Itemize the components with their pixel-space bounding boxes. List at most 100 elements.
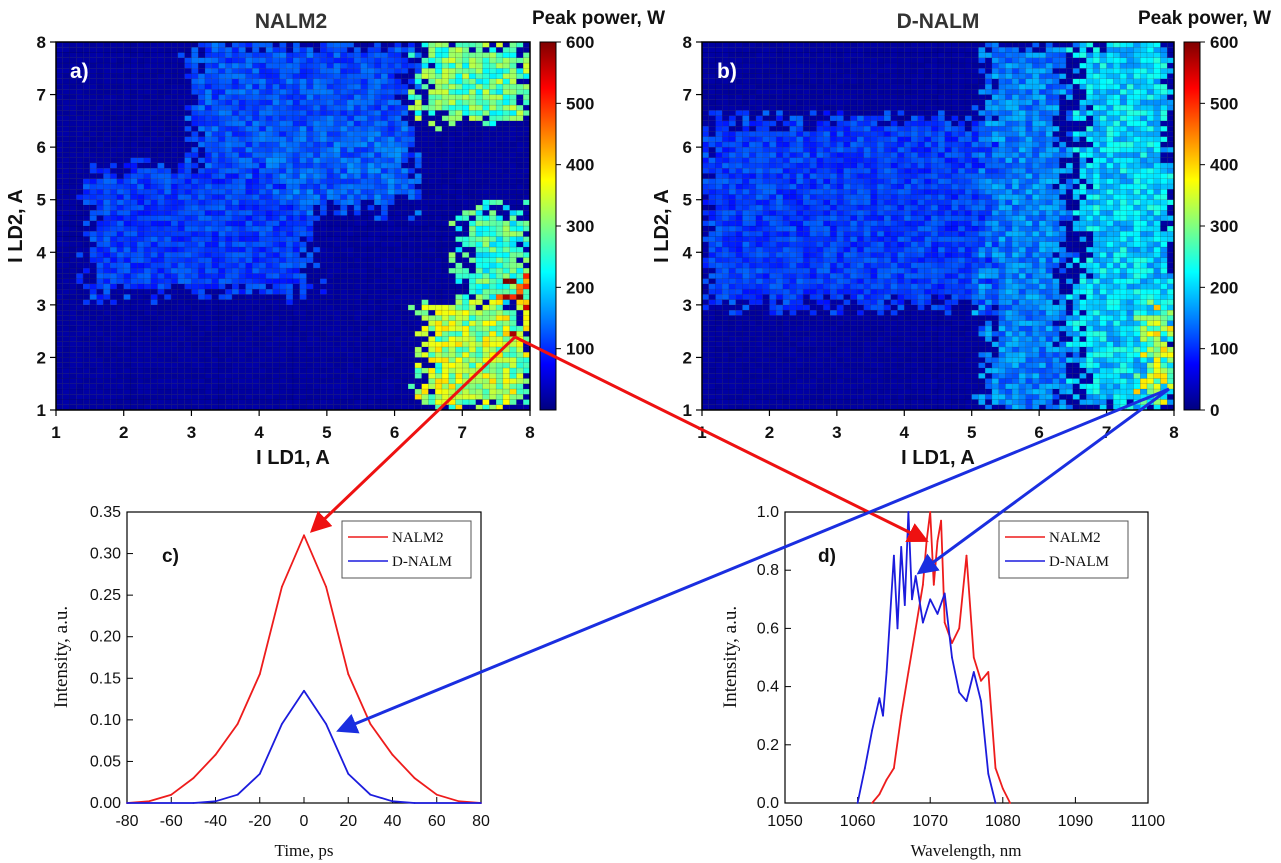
heatmap-cell: [374, 125, 382, 132]
heatmap-cell: [468, 231, 477, 237]
heatmap-cell: [191, 252, 199, 258]
heatmap-cell: [197, 57, 206, 64]
heatmap-cell: [319, 341, 328, 348]
heatmap-cell: [164, 378, 172, 384]
heatmap-cell: [76, 183, 84, 190]
heatmap-cell: [414, 210, 422, 216]
heatmap-cell: [523, 210, 531, 216]
heatmap-cell: [313, 204, 321, 211]
heatmap-cell: [441, 394, 449, 400]
heatmap-cell: [448, 94, 456, 101]
heatmap-cell: [103, 162, 111, 169]
heatmap-cell: [184, 394, 192, 400]
heatmap-cell: [258, 78, 267, 85]
heatmap-cell: [435, 157, 443, 164]
heatmap-cell: [177, 173, 185, 179]
heatmap-cell: [143, 404, 151, 411]
heatmap-cell: [441, 378, 449, 384]
heatmap-cell: [177, 246, 185, 253]
heatmap-cell: [299, 94, 307, 101]
heatmap-cell: [367, 57, 375, 64]
heatmap-cell: [109, 141, 118, 148]
heatmap-cell: [353, 304, 361, 311]
heatmap-cell: [421, 299, 429, 306]
heatmap-cell: [448, 341, 456, 348]
heatmap-cell: [211, 252, 219, 258]
heatmap-cell: [157, 199, 165, 206]
heatmap-cell: [340, 252, 348, 258]
heatmap-cell: [265, 320, 273, 327]
heatmap-cell: [502, 173, 510, 179]
heatmap-cell: [252, 346, 260, 353]
heatmap-cell: [414, 252, 422, 258]
heatmap-cell: [387, 267, 395, 274]
heatmap-cell: [306, 146, 314, 153]
heatmap-cell: [225, 378, 233, 384]
heatmap-cell: [137, 283, 145, 290]
heatmap-cell: [62, 351, 70, 358]
heatmap-cell: [401, 367, 409, 374]
heatmap-cell: [455, 404, 463, 411]
heatmap-cell: [231, 73, 240, 80]
heatmap-cell: [367, 125, 375, 132]
heatmap-cell: [197, 125, 206, 132]
heatmap-cell: [523, 41, 531, 48]
heatmap-cell: [701, 404, 709, 411]
heatmap-cell: [299, 388, 307, 395]
heatmap-cell: [306, 194, 314, 200]
heatmap-cell: [116, 94, 124, 101]
heatmap-cell: [143, 288, 151, 295]
heatmap-cell: [448, 378, 456, 384]
heatmap-cell: [306, 367, 314, 374]
heatmap-cell: [164, 173, 172, 179]
heatmap-cell: [69, 246, 77, 253]
heatmap-cell: [346, 225, 355, 232]
heatmap-cell: [191, 273, 199, 279]
heatmap-cell: [177, 325, 185, 332]
heatmap-cell: [225, 299, 233, 306]
heatmap-cell: [69, 162, 77, 169]
heatmap-cell: [238, 383, 246, 390]
heatmap-cell: [69, 173, 77, 179]
heatmap-cell: [164, 183, 172, 190]
heatmap-cell: [516, 315, 524, 321]
heatmap-cell: [306, 288, 314, 295]
heatmap-cell: [367, 388, 375, 395]
heatmap-cell: [387, 215, 395, 221]
heatmap-cell: [62, 330, 70, 337]
heatmap-cell: [441, 89, 449, 95]
heatmap-cell: [509, 41, 517, 48]
heatmap-cell: [380, 325, 388, 332]
heatmap-cell: [340, 188, 348, 195]
heatmap-cell: [55, 204, 63, 211]
heatmap-cell: [252, 173, 260, 179]
heatmap-cell: [191, 246, 199, 253]
heatmap-cell: [475, 236, 483, 242]
heatmap-cell: [380, 231, 388, 237]
heatmap-cell: [143, 378, 151, 384]
heatmap-cell: [495, 136, 504, 143]
heatmap-cell: [164, 104, 172, 111]
heatmap-cell: [62, 162, 70, 169]
heatmap-cell: [523, 394, 531, 400]
heatmap-cell: [441, 204, 449, 211]
heatmap-cell: [272, 288, 280, 295]
heatmap-cell: [204, 388, 212, 395]
heatmap-cell: [414, 257, 422, 264]
heatmap-cell: [272, 183, 280, 190]
heatmap-cell: [164, 152, 172, 158]
heatmap-cell: [475, 283, 483, 290]
heatmap-cell: [509, 351, 517, 358]
heatmap-cell: [306, 341, 314, 348]
heatmap-cell: [428, 94, 436, 101]
heatmap-cell: [319, 351, 328, 358]
heatmap-cell: [96, 178, 104, 185]
heatmap-cell: [448, 183, 456, 190]
heatmap-cell: [231, 188, 240, 195]
heatmap-cell: [150, 309, 158, 316]
heatmap-cell: [245, 330, 253, 337]
heatmap-cell: [89, 325, 97, 332]
heatmap-cell: [394, 215, 402, 221]
heatmap-cell: [116, 346, 124, 353]
